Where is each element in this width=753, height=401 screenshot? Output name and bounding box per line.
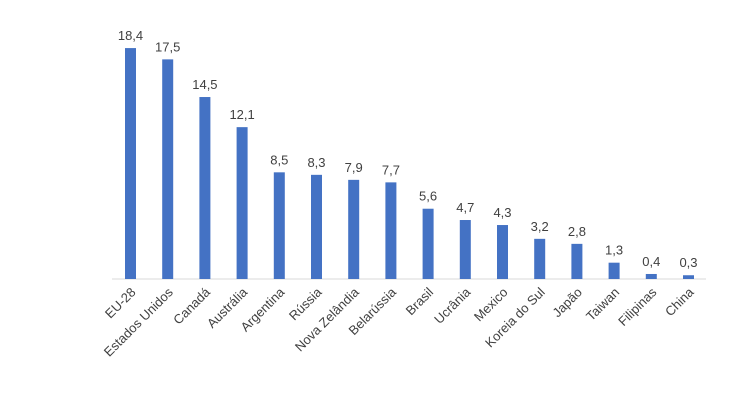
data-label: 8,5 bbox=[270, 152, 288, 167]
category-tick-label: Ucrânia bbox=[431, 284, 474, 327]
bar bbox=[273, 172, 285, 279]
data-label: 7,9 bbox=[345, 160, 363, 175]
data-label: 0,4 bbox=[642, 254, 660, 269]
category-tick-label: China bbox=[662, 284, 697, 319]
bar bbox=[199, 97, 211, 280]
data-label: 4,3 bbox=[493, 205, 511, 220]
bar bbox=[125, 48, 136, 279]
category-tick-label: Brasil bbox=[403, 284, 437, 318]
bar bbox=[422, 208, 434, 279]
category-tick-label: Japão bbox=[549, 285, 585, 321]
category-tick-label: Estados Unidos bbox=[101, 284, 176, 359]
data-label: 5,6 bbox=[419, 189, 437, 204]
bar bbox=[534, 238, 546, 279]
data-label: 2,8 bbox=[568, 224, 586, 239]
bar bbox=[645, 273, 657, 279]
bar bbox=[348, 179, 360, 279]
bar bbox=[236, 127, 248, 280]
data-label: 4,7 bbox=[456, 200, 474, 215]
bar bbox=[311, 174, 322, 279]
data-label: 0,3 bbox=[679, 255, 697, 270]
bar bbox=[497, 225, 508, 279]
bar bbox=[385, 182, 397, 279]
bar bbox=[683, 275, 694, 279]
data-label: 1,3 bbox=[605, 243, 623, 258]
category-tick-label: Nova Zelândia bbox=[292, 284, 362, 354]
bar bbox=[571, 243, 583, 279]
bar bbox=[608, 262, 620, 279]
data-label: 14,5 bbox=[192, 77, 217, 92]
bar bbox=[162, 59, 174, 279]
data-label: 8,3 bbox=[307, 155, 325, 170]
bar bbox=[459, 220, 471, 279]
data-label: 3,2 bbox=[531, 219, 549, 234]
data-label: 12,1 bbox=[229, 107, 254, 122]
category-tick-label: Filipinas bbox=[615, 284, 660, 329]
data-label: 17,5 bbox=[155, 39, 180, 54]
data-label: 18,4 bbox=[118, 28, 143, 43]
data-label: 7,7 bbox=[382, 162, 400, 177]
